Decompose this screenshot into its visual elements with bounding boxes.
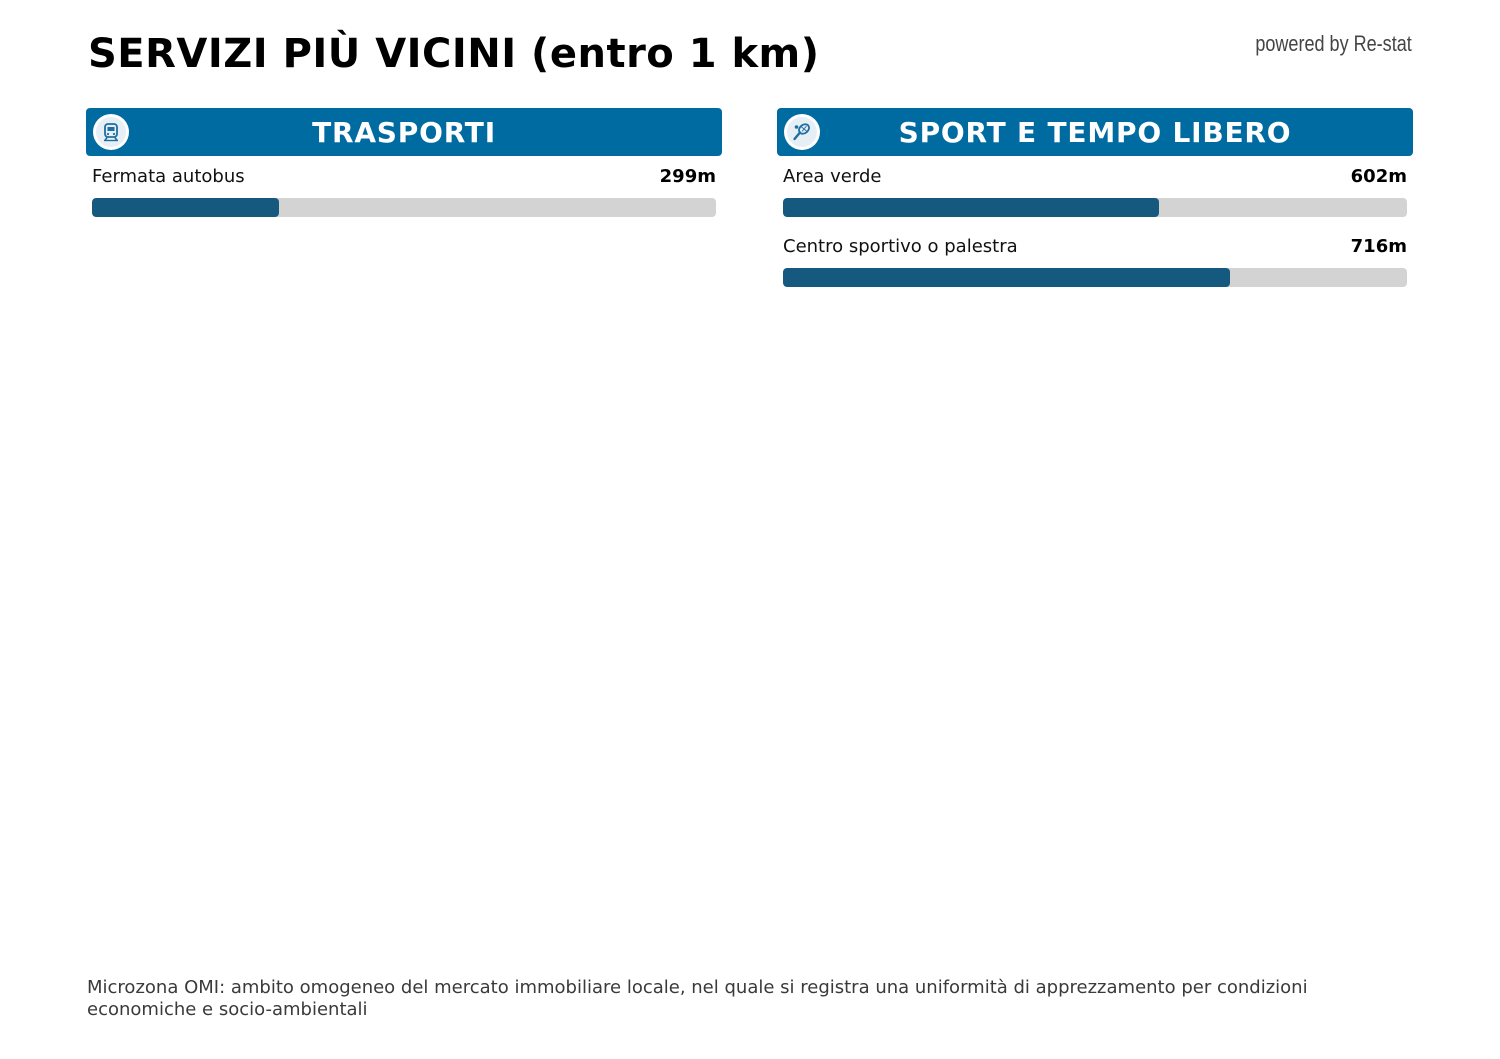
service-item: Fermata autobus 299m <box>92 166 716 217</box>
train-icon <box>93 114 129 150</box>
service-name: Fermata autobus <box>92 166 245 187</box>
service-item: Area verde 602m <box>783 166 1407 217</box>
service-name: Centro sportivo o palestra <box>783 236 1018 257</box>
service-list: Fermata autobus 299m <box>86 156 722 217</box>
distance-bar-track <box>783 198 1407 217</box>
distance-bar-track <box>92 198 716 217</box>
panel-header: SPORT E TEMPO LIBERO <box>777 108 1413 156</box>
panel-title: TRASPORTI <box>312 115 496 149</box>
service-name: Area verde <box>783 166 882 187</box>
page-title: SERVIZI PIÙ VICINI (entro 1 km) <box>88 31 820 77</box>
service-list: Area verde 602m Centro sportivo o palest… <box>777 156 1413 287</box>
panel-title: SPORT E TEMPO LIBERO <box>898 115 1292 149</box>
panel-header: TRASPORTI <box>86 108 722 156</box>
footnote: Microzona OMI: ambito omogeneo del merca… <box>87 977 1308 1020</box>
distance-bar-fill <box>92 198 279 217</box>
panel-sport-tempo-libero: SPORT E TEMPO LIBERO Area verde 602m Cen… <box>777 108 1413 306</box>
service-distance: 602m <box>1350 166 1407 187</box>
service-distance: 299m <box>659 166 716 187</box>
powered-by-label: powered by Re-stat <box>1255 31 1412 56</box>
service-item: Centro sportivo o palestra 716m <box>783 236 1407 287</box>
distance-bar-track <box>783 268 1407 287</box>
panel-trasporti: TRASPORTI Fermata autobus 299m <box>86 108 722 236</box>
service-distance: 716m <box>1350 236 1407 257</box>
distance-bar-fill <box>783 198 1159 217</box>
distance-bar-fill <box>783 268 1230 287</box>
tennis-icon <box>784 114 820 150</box>
